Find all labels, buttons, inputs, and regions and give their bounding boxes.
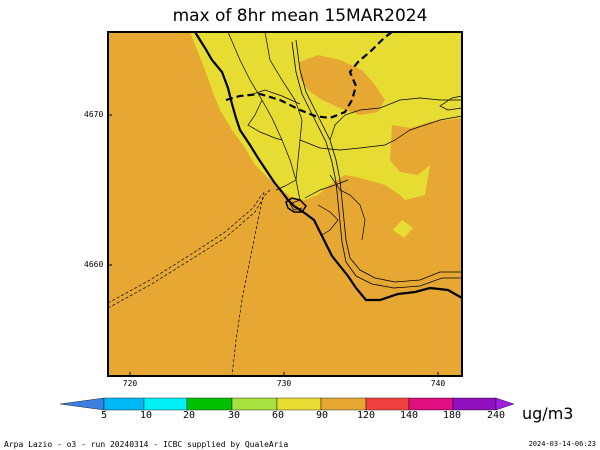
colorbar-tick-label: 5: [100, 410, 108, 421]
colorbar-tick-label: 10: [139, 410, 153, 421]
regional-boundary: [225, 31, 393, 120]
colorbar-tick-label: 180: [442, 410, 462, 421]
colorbar-segment: [276, 397, 322, 411]
colorbar-tick-label: 140: [399, 410, 419, 421]
urban-area: [285, 197, 307, 213]
y-tick-label: 4670: [84, 110, 104, 119]
colorbar-tick-label: 60: [271, 410, 285, 421]
concentration-patch-orange-inner: [300, 55, 385, 115]
colorbar-segment: [231, 397, 278, 411]
colorbar-tick-label: 90: [315, 410, 329, 421]
offshore-line: [107, 193, 263, 304]
colorbar-tick-label: 20: [182, 410, 196, 421]
offshore-line: [107, 189, 271, 309]
colorbar-segment: [143, 397, 188, 411]
colorbar-tick-label: 240: [486, 410, 506, 421]
colorbar-segment: [495, 397, 515, 411]
colorbar: [59, 397, 515, 411]
x-tick-label: 740: [430, 379, 446, 388]
colorbar-segment: [452, 397, 497, 411]
map-frame: [107, 31, 463, 377]
colorbar-tick-label: 30: [227, 410, 241, 421]
colorbar-segment: [408, 397, 454, 411]
x-tick-label: 730: [276, 379, 292, 388]
colorbar-segment: [365, 397, 410, 411]
river-bank: [291, 41, 462, 289]
concentration-patch-yellow-small: [393, 220, 413, 238]
map-title: max of 8hr mean 15MAR2024: [172, 6, 428, 26]
offshore-line: [231, 191, 265, 377]
colorbar-segment: [59, 397, 105, 411]
colorbar-segment: [186, 397, 233, 411]
concentration-patch-orange-east: [390, 118, 462, 175]
colorbar-segment: [103, 397, 145, 411]
footer-timestamp: 2024-03-14-06:23: [528, 440, 596, 448]
y-tick-label: 4660: [84, 260, 104, 269]
footer-credit: Arpa Lazio - o3 - run 20240314 - ICBC su…: [4, 440, 289, 449]
colorbar-tick-label: 120: [356, 410, 376, 421]
colorbar-unit-label: ug/m3: [522, 404, 574, 423]
river: [295, 39, 462, 283]
x-tick-label: 720: [122, 379, 138, 388]
admin-boundary: [227, 31, 463, 241]
coastline: [194, 31, 463, 302]
colorbar-segment: [320, 397, 367, 411]
